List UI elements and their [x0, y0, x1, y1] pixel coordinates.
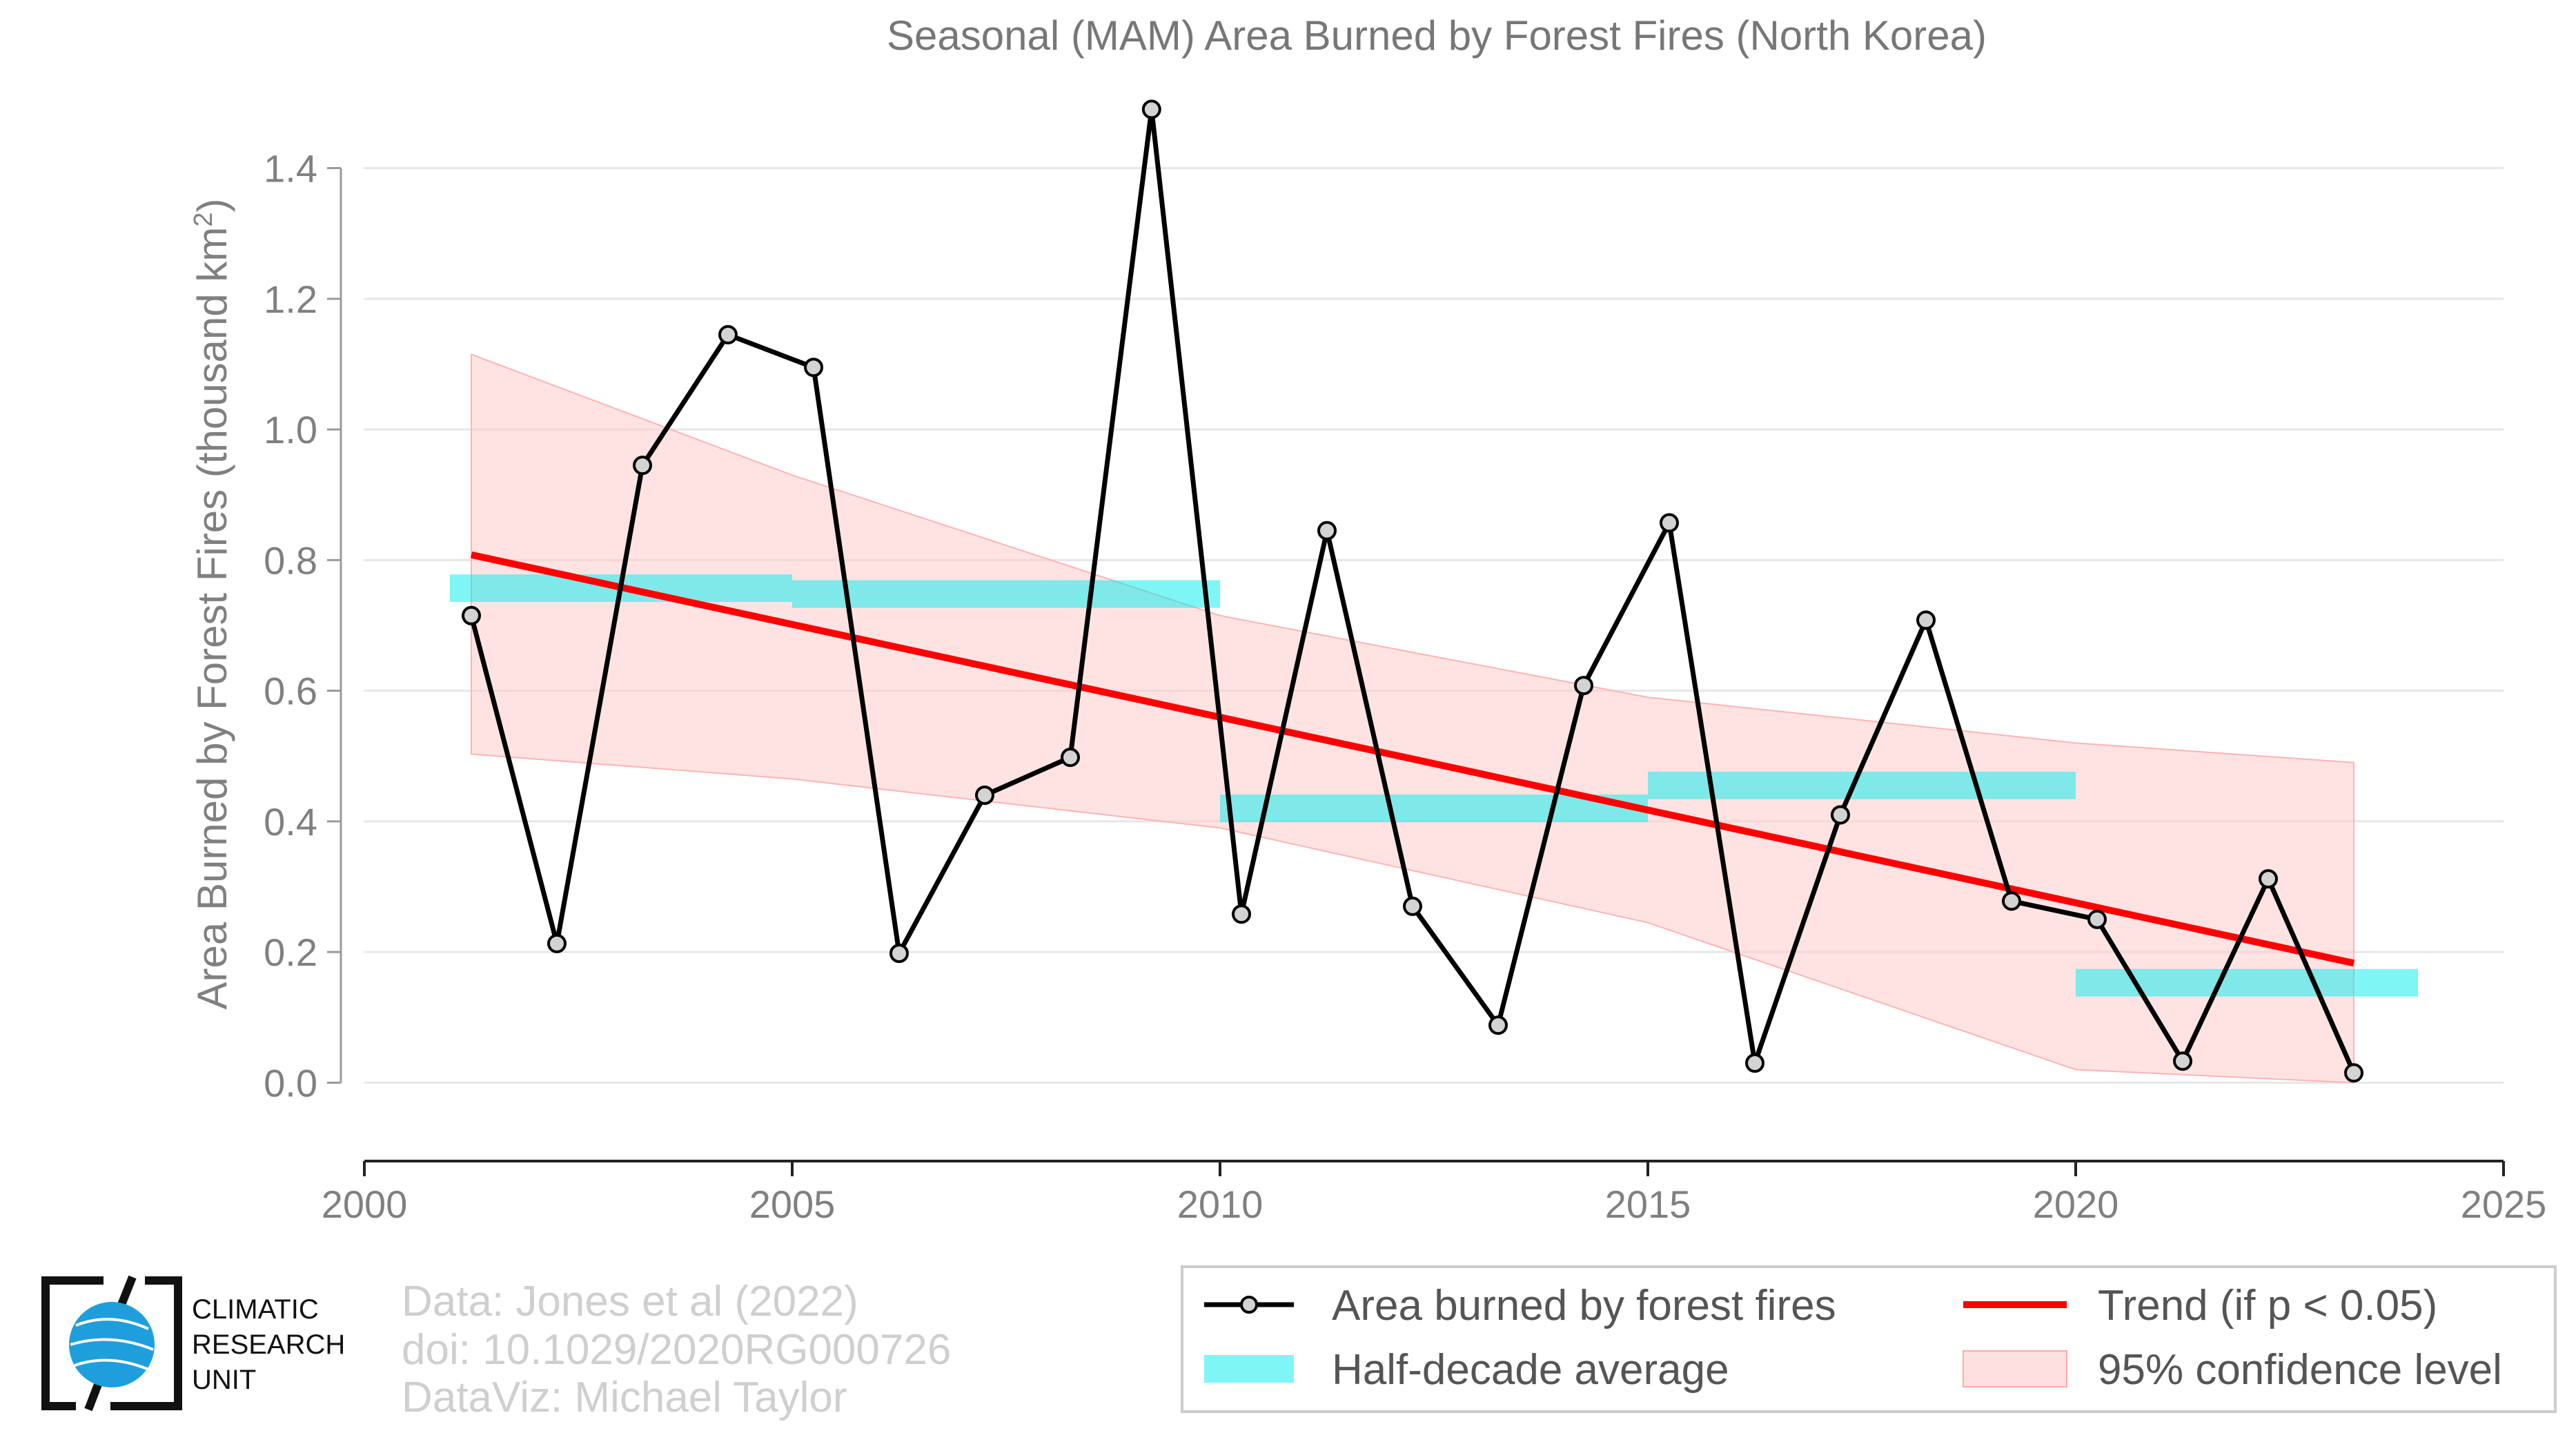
y-tick-label: 0.6	[264, 670, 317, 713]
confidence-band-area	[471, 353, 2354, 1084]
half-decade-bar	[1220, 794, 1648, 822]
area-burned-point	[1831, 805, 1850, 825]
legend-label-area-burned: Area burned by forest fires	[1332, 1282, 1836, 1330]
confidence-band	[471, 353, 2354, 1084]
legend-swatch-marker	[1240, 1296, 1258, 1314]
area-burned-point	[633, 456, 652, 476]
area-burned-point	[1403, 896, 1422, 916]
x-axis: 2000 2005 2010 2015 2020 2025	[322, 1160, 2547, 1226]
credit-data-source: Data: Jones et al (2022)	[402, 1278, 858, 1325]
area-burned-point	[1574, 676, 1593, 696]
y-axis-label-close: )	[189, 199, 235, 213]
x-tick-label: 2025	[2461, 1182, 2547, 1226]
area-burned-point	[889, 944, 909, 964]
y-tick-label: 0.0	[264, 1061, 317, 1104]
cru-logo	[41, 1275, 182, 1412]
cru-logo-line-3: UNIT	[192, 1365, 257, 1395]
y-tick-label: 1.4	[264, 147, 317, 191]
legend: Area burned by forest fires Trend (if p …	[1181, 1265, 2557, 1413]
area-burned-point	[2002, 891, 2021, 911]
legend-label-trend: Trend (if p < 0.05)	[2098, 1282, 2437, 1330]
legend-frame	[1181, 1265, 2557, 1413]
y-tick-label: 0.8	[264, 538, 317, 582]
y-tick-label: 0.2	[264, 931, 317, 974]
area-burned-point	[804, 358, 823, 378]
legend-item-area-burned: Area burned by forest fires	[1204, 1282, 1836, 1330]
area-burned-point	[1061, 748, 1080, 768]
area-burned-point	[547, 933, 567, 953]
y-axis-ticks: 0.0 0.2 0.4 0.6 0.8 1.0 1.2 1.4	[264, 147, 342, 1104]
y-axis-label: Area Burned by Forest Fires (thousand km…	[189, 199, 235, 1010]
legend-label-half-decade: Half-decade average	[1332, 1346, 1729, 1394]
cru-logo-line-1: CLIMATIC	[192, 1294, 319, 1325]
area-burned-point	[2344, 1063, 2363, 1083]
y-axis-label-main: Area Burned by Forest Fires (thousand km	[189, 227, 235, 1010]
y-axis-label-sup: 2	[189, 213, 218, 227]
y-tick-label: 1.2	[264, 277, 317, 321]
half-decade-bar	[1648, 771, 2076, 799]
area-burned-point	[1745, 1053, 1764, 1073]
area-burned-point	[1141, 99, 1161, 119]
half-decade-bar	[792, 580, 1220, 608]
area-burned-series	[462, 99, 2363, 1083]
x-tick-label: 2010	[1177, 1182, 1264, 1226]
cru-logo-line-2: RESEARCH	[192, 1330, 346, 1360]
area-burned-point	[975, 786, 994, 806]
legend-item-confidence: 95% confidence level	[1963, 1346, 2502, 1394]
y-tick-label: 1.0	[264, 408, 317, 451]
credit-dataviz: DataViz: Michael Taylor	[402, 1374, 847, 1421]
legend-item-half-decade: Half-decade average	[1204, 1346, 1729, 1394]
chart-title: Seasonal (MAM) Area Burned by Forest Fir…	[887, 12, 1987, 59]
area-burned-point	[1232, 904, 1251, 924]
legend-swatch-half-decade	[1204, 1355, 1294, 1383]
cru-logo-globe-lines	[70, 1318, 154, 1372]
trend-line	[470, 551, 2355, 967]
area-burned-point	[2087, 909, 2107, 929]
x-tick-label: 2005	[749, 1182, 836, 1226]
x-tick-label: 2020	[2033, 1182, 2119, 1226]
cru-logo-frame	[41, 1276, 104, 1410]
area-burned-point	[1488, 1015, 1508, 1035]
half-decade-bars	[450, 574, 2418, 997]
area-burned-point	[1916, 610, 1936, 630]
legend-item-trend: Trend (if p < 0.05)	[1963, 1282, 2437, 1330]
legend-label-confidence: 95% confidence level	[2098, 1346, 2502, 1394]
cru-logo-frame-right	[110, 1276, 182, 1410]
area-burned-point	[718, 324, 738, 344]
credit-doi: doi: 10.1029/2020RG000726	[402, 1326, 952, 1374]
x-tick-label: 2015	[1605, 1182, 1691, 1226]
area-burned-point	[2173, 1051, 2192, 1071]
x-tick-label: 2000	[322, 1182, 408, 1226]
y-tick-label: 0.4	[264, 800, 317, 844]
area-burned-point	[462, 605, 481, 625]
area-burned-point	[1660, 513, 1679, 533]
area-burned-point	[1317, 520, 1337, 541]
trend-line-segment	[470, 551, 2355, 967]
area-burned-point	[2259, 869, 2278, 889]
legend-swatch-confidence	[1963, 1350, 2067, 1387]
